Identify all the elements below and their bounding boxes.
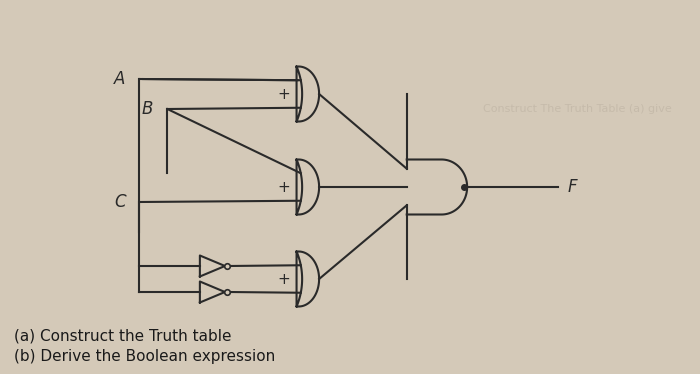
Text: F: F <box>567 178 577 196</box>
Text: B: B <box>142 100 153 118</box>
Text: A: A <box>114 70 125 88</box>
Text: Construct The Truth Table (a) give: Construct The Truth Table (a) give <box>484 104 672 114</box>
Polygon shape <box>297 251 319 307</box>
Text: +: + <box>277 86 290 101</box>
Polygon shape <box>407 159 467 215</box>
Polygon shape <box>297 67 319 122</box>
Text: +: + <box>277 180 290 194</box>
Text: (a) Construct the Truth table: (a) Construct the Truth table <box>14 328 232 343</box>
Polygon shape <box>200 282 225 303</box>
Text: C: C <box>114 193 125 211</box>
Text: +: + <box>277 272 290 286</box>
Polygon shape <box>200 255 225 276</box>
Text: (b) Derive the Boolean expression: (b) Derive the Boolean expression <box>14 349 275 364</box>
Polygon shape <box>297 159 319 215</box>
